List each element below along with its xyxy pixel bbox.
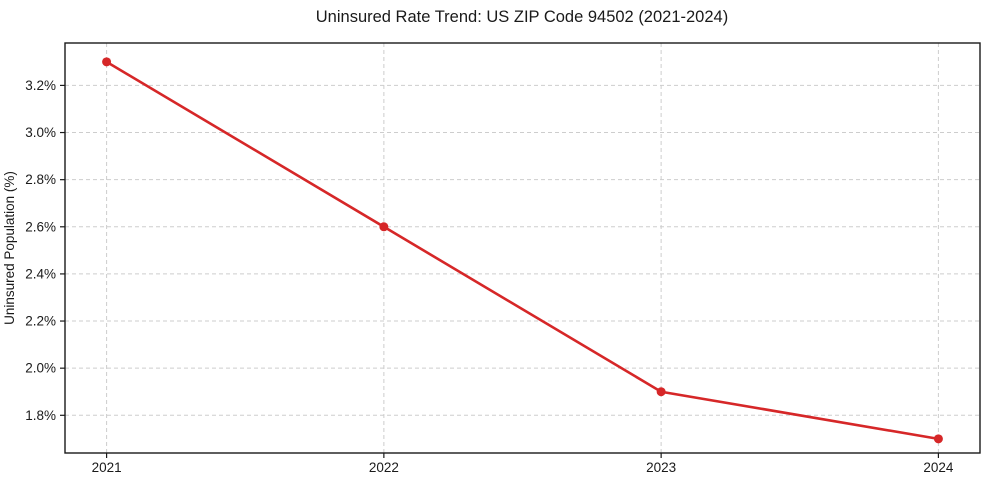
- y-axis-label: Uninsured Population (%): [2, 171, 17, 325]
- x-tick-label: 2021: [92, 460, 122, 475]
- data-point-marker: [656, 387, 666, 397]
- data-point-marker: [379, 222, 389, 232]
- chart-title: Uninsured Rate Trend: US ZIP Code 94502 …: [316, 8, 728, 26]
- data-point-marker: [933, 434, 943, 444]
- y-tick-label: 2.2%: [25, 314, 56, 329]
- x-tick-label: 2022: [369, 460, 399, 475]
- y-tick-label: 2.6%: [25, 219, 56, 234]
- plot-border: [64, 42, 981, 454]
- data-point-marker: [102, 57, 112, 67]
- y-tick-label: 2.0%: [25, 361, 56, 376]
- x-tick-label: 2023: [646, 460, 676, 475]
- y-tick-label: 3.2%: [25, 78, 56, 93]
- x-tick-label: 2024: [923, 460, 954, 475]
- trend-line: [105, 60, 940, 441]
- plot-area: 1.8% 2.0% 2.2% 2.4% 2.6% 2.8% 3.0% 3.2% 2021 2022…: [25, 42, 981, 475]
- y-tick-label: 2.4%: [25, 266, 56, 281]
- y-tick-label: 3.0%: [25, 125, 56, 140]
- y-tick-label: 1.8%: [25, 408, 56, 423]
- y-tick-label: 2.8%: [25, 172, 56, 187]
